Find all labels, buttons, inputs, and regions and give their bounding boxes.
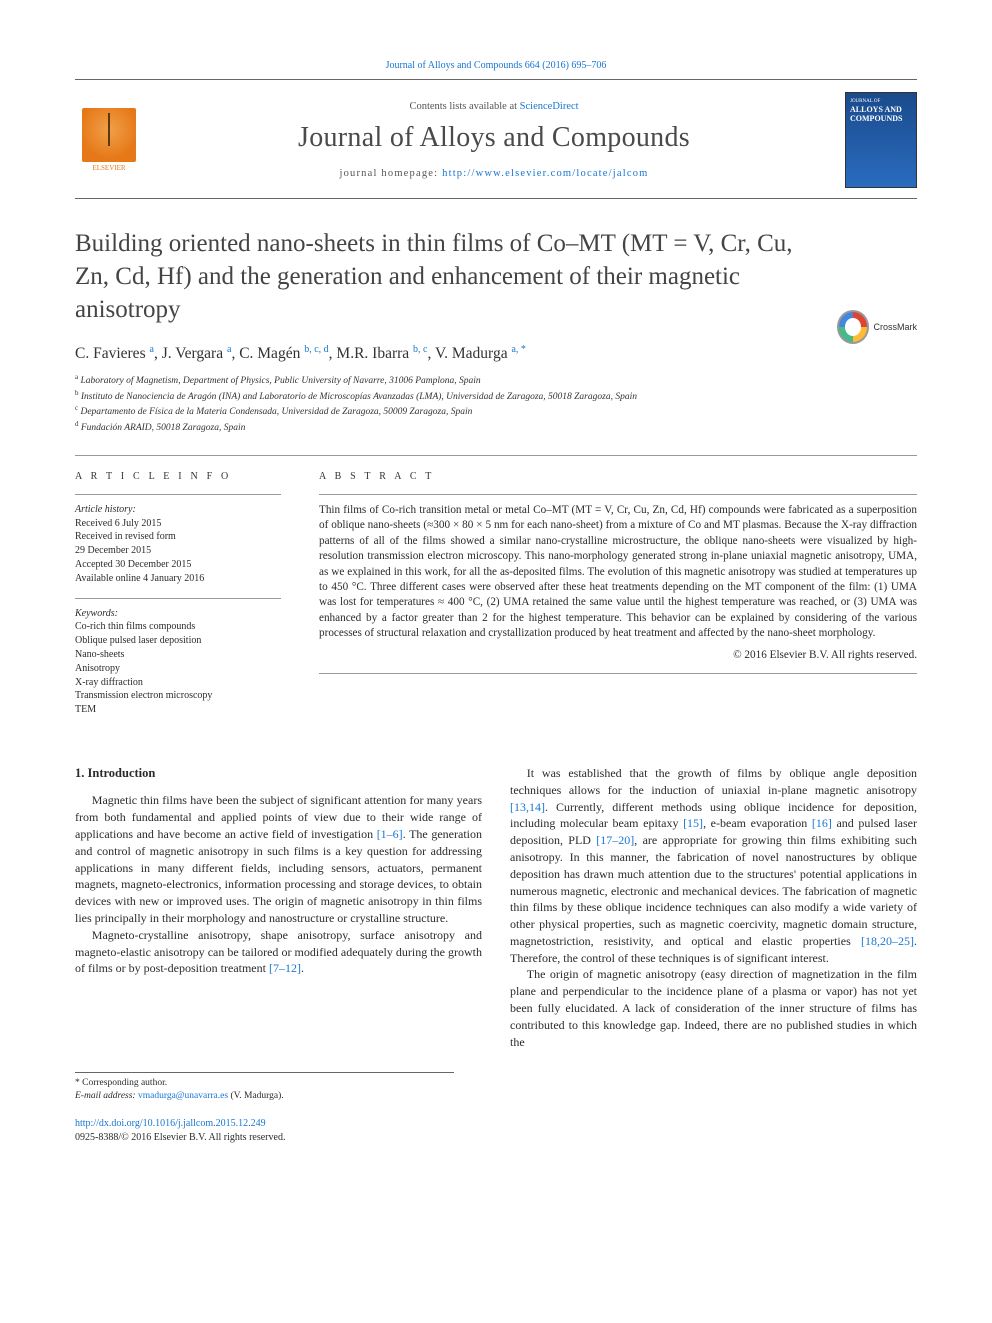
doi-link[interactable]: http://dx.doi.org/10.1016/j.jallcom.2015…: [75, 1118, 266, 1129]
footer-block: http://dx.doi.org/10.1016/j.jallcom.2015…: [75, 1117, 917, 1145]
abstract-column: A B S T R A C T Thin films of Co-rich tr…: [319, 470, 917, 717]
elsevier-tree-icon: [82, 108, 136, 162]
history-line: Accepted 30 December 2015: [75, 558, 281, 572]
keyword-item: Oblique pulsed laser deposition: [75, 634, 281, 648]
elsevier-label: ELSEVIER: [92, 164, 125, 172]
body-paragraph: It was established that the growth of fi…: [510, 765, 917, 967]
section-1-heading: 1. Introduction: [75, 765, 482, 783]
keyword-item: Nano-sheets: [75, 648, 281, 662]
homepage-line: journal homepage: http://www.elsevier.co…: [157, 168, 831, 179]
article-info-column: A R T I C L E I N F O Article history: R…: [75, 470, 281, 717]
ref-link[interactable]: [16]: [812, 816, 832, 830]
footnote-block: * Corresponding author. E-mail address: …: [75, 1072, 454, 1103]
keyword-item: Anisotropy: [75, 662, 281, 676]
p3-a: It was established that the growth of fi…: [510, 766, 917, 797]
crossmark-label: CrossMark: [873, 322, 917, 332]
body-paragraph: Magnetic thin films have been the subjec…: [75, 792, 482, 926]
ref-link[interactable]: [7–12]: [269, 961, 301, 975]
email-link[interactable]: vmadurga@unavarra.es: [138, 1091, 228, 1101]
affiliation-line: b Instituto de Nanociencia de Aragón (IN…: [75, 389, 917, 404]
affiliation-line: d Fundación ARAID, 50018 Zaragoza, Spain: [75, 420, 917, 435]
abstract-copyright: © 2016 Elsevier B.V. All rights reserved…: [319, 648, 917, 663]
affiliation-line: c Departamento de Física de la Materia C…: [75, 404, 917, 419]
p2-b: .: [301, 961, 304, 975]
history-line: 29 December 2015: [75, 544, 281, 558]
crossmark-badge[interactable]: CrossMark: [837, 310, 917, 344]
header-center: Contents lists available at ScienceDirec…: [157, 101, 831, 179]
ref-link[interactable]: [1–6]: [377, 827, 403, 841]
abstract-heading: A B S T R A C T: [319, 470, 917, 484]
ref-link[interactable]: [18,20–25]: [861, 934, 914, 948]
body-col-left: 1. Introduction Magnetic thin films have…: [75, 765, 482, 1051]
keyword-item: X-ray diffraction: [75, 676, 281, 690]
contents-prefix: Contents lists available at: [409, 101, 519, 112]
divider-top: [75, 455, 917, 456]
homepage-prefix: journal homepage:: [339, 168, 442, 179]
keyword-item: Co-rich thin films compounds: [75, 620, 281, 634]
affiliations: a Laboratory of Magnetism, Department of…: [75, 373, 917, 435]
keyword-item: TEM: [75, 703, 281, 717]
email-line: E-mail address: vmadurga@unavarra.es (V.…: [75, 1090, 454, 1103]
p1-b: . The generation and control of magnetic…: [75, 827, 482, 925]
affiliation-line: a Laboratory of Magnetism, Department of…: [75, 373, 917, 388]
keywords-label: Keywords:: [75, 607, 281, 621]
crossmark-icon: [837, 310, 869, 344]
elsevier-logo: ELSEVIER: [75, 101, 143, 179]
ref-link[interactable]: [13,14]: [510, 800, 545, 814]
article-info-heading: A R T I C L E I N F O: [75, 470, 281, 484]
cover-big-text: ALLOYS AND COMPOUNDS: [850, 106, 912, 124]
cover-small-text: JOURNAL OF: [850, 99, 912, 104]
history-line: Received in revised form: [75, 530, 281, 544]
sciencedirect-link[interactable]: ScienceDirect: [520, 101, 579, 112]
abstract-divider-bottom: [319, 673, 917, 674]
email-label: E-mail address:: [75, 1091, 138, 1101]
abstract-text: Thin films of Co-rich transition metal o…: [319, 503, 917, 642]
history-line: Available online 4 January 2016: [75, 572, 281, 586]
keyword-item: Transmission electron microscopy: [75, 689, 281, 703]
ref-link[interactable]: [15]: [683, 816, 703, 830]
article-title: Building oriented nano-sheets in thin fi…: [75, 227, 917, 326]
issn-line: 0925-8388/© 2016 Elsevier B.V. All right…: [75, 1131, 917, 1145]
journal-cover-thumb: JOURNAL OF ALLOYS AND COMPOUNDS: [845, 92, 917, 188]
citation-line: Journal of Alloys and Compounds 664 (201…: [75, 60, 917, 71]
ref-link[interactable]: [17–20]: [596, 833, 634, 847]
body-paragraph: Magneto-crystalline anisotropy, shape an…: [75, 927, 482, 977]
p3-c: , e-beam evaporation: [703, 816, 812, 830]
abstract-divider: [319, 494, 917, 495]
body-col-right: It was established that the growth of fi…: [510, 765, 917, 1051]
corresponding-author-label: * Corresponding author.: [75, 1077, 454, 1090]
history-label: Article history:: [75, 503, 281, 517]
info-divider-2: [75, 598, 281, 599]
info-divider-1: [75, 494, 281, 495]
journal-name: Journal of Alloys and Compounds: [157, 122, 831, 154]
history-line: Received 6 July 2015: [75, 517, 281, 531]
body-paragraph: The origin of magnetic anisotropy (easy …: [510, 966, 917, 1050]
authors-line: C. Favieres a, J. Vergara a, C. Magén b,…: [75, 344, 917, 363]
email-owner: (V. Madurga).: [228, 1091, 284, 1101]
contents-line: Contents lists available at ScienceDirec…: [157, 101, 831, 112]
homepage-link[interactable]: http://www.elsevier.com/locate/jalcom: [442, 168, 648, 179]
keywords-list: Co-rich thin films compoundsOblique puls…: [75, 620, 281, 717]
history-lines: Received 6 July 2015Received in revised …: [75, 517, 281, 586]
p3-e: , are appropriate for growing thin films…: [510, 833, 917, 948]
journal-header: ELSEVIER Contents lists available at Sci…: [75, 79, 917, 199]
body-columns: 1. Introduction Magnetic thin films have…: [75, 765, 917, 1051]
